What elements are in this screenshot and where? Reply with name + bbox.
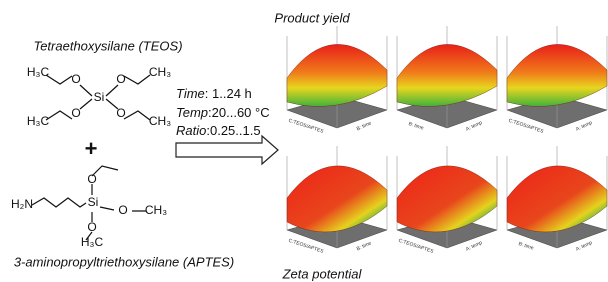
axis-label: B: time [518, 241, 535, 252]
atom: O [87, 172, 96, 186]
condition-range: :0.25..1.5 [206, 123, 260, 138]
atom: CH₃ [149, 114, 171, 128]
atom: H₂N [11, 197, 33, 211]
top-title: Product yield [274, 10, 350, 25]
surface [287, 44, 387, 106]
condition-label: Ratio [176, 123, 206, 138]
bottom-title: Zeta potential [282, 266, 363, 281]
atom: Si [94, 90, 105, 104]
axis-label: B: time [356, 240, 373, 252]
arrow [176, 136, 278, 164]
condition: Temp:20...60 °C [176, 105, 270, 120]
condition-label: Time [176, 86, 205, 101]
atom: H₃C [27, 65, 50, 79]
plus-sign: + [85, 136, 98, 161]
atom: H₃C [27, 114, 50, 128]
surface [287, 166, 387, 232]
surface [397, 44, 497, 106]
condition: Ratio:0.25..1.5 [176, 123, 261, 138]
axis-label: B: time [408, 121, 425, 132]
axis-label: A: temp [575, 240, 593, 253]
condition-range: : 1..24 h [205, 86, 252, 101]
surface [507, 166, 607, 232]
atom: O [71, 72, 80, 86]
atom: O [116, 72, 125, 86]
atom: CH₃ [145, 203, 167, 217]
atom: O [87, 220, 96, 234]
teos-name: Tetraethoxysilane (TEOS) [33, 38, 182, 53]
surface [507, 44, 607, 106]
axis-label: A: temp [575, 120, 593, 133]
axis-label: B: time [356, 120, 373, 132]
axis-label: A: temp [465, 120, 483, 133]
axis-label: A: temp [465, 240, 483, 253]
atom: Si [88, 195, 99, 209]
condition-range: :20...60 °C [208, 105, 270, 120]
atom: CH₃ [149, 65, 171, 79]
atom: H₃C [81, 235, 104, 249]
atom: O [116, 106, 125, 120]
condition-label: Temp [176, 105, 208, 120]
graphical-abstract: Tetraethoxysilane (TEOS) H₃C O Si O CH₃ … [0, 0, 608, 282]
atom: O [118, 203, 127, 217]
atom: O [71, 106, 80, 120]
surface [397, 166, 497, 232]
condition: Time: 1..24 h [176, 86, 252, 101]
aptes-name: 3-aminopropyltriethoxysilane (APTES) [14, 254, 234, 269]
